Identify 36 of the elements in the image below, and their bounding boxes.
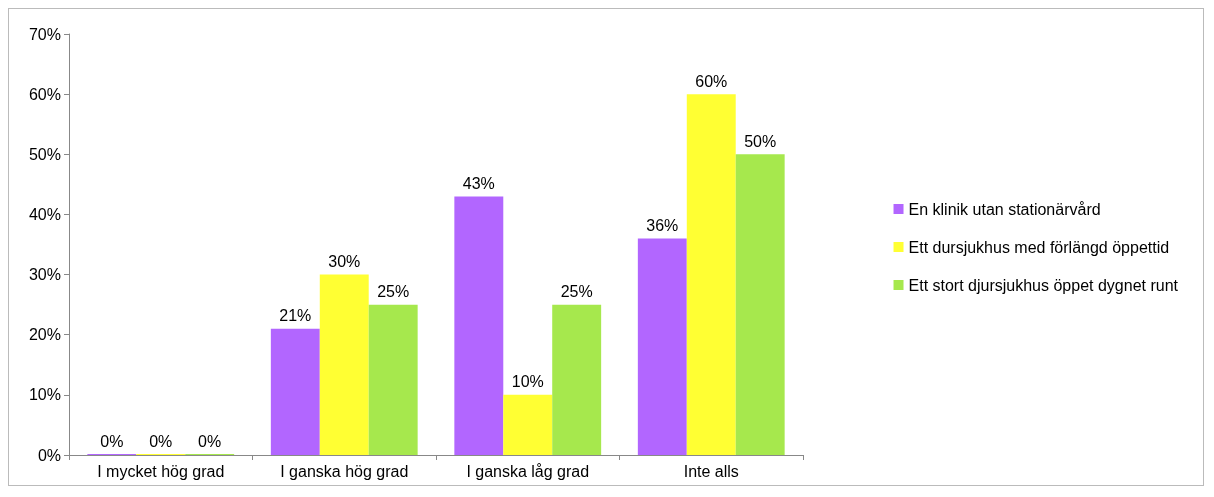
legend-label: En klinik utan stationärvård (908, 200, 1101, 218)
x-tick-label: I mycket hög grad (97, 462, 225, 480)
bar (270, 328, 320, 455)
x-tick-label: Inte alls (683, 462, 739, 480)
y-tick-label: 40% (28, 205, 61, 223)
bar (686, 94, 736, 455)
bar (319, 274, 369, 455)
data-label: 0% (100, 432, 124, 450)
data-label: 50% (744, 132, 777, 150)
bar (503, 394, 553, 455)
data-label: 10% (511, 373, 544, 391)
data-label: 60% (695, 72, 728, 90)
legend-label: Ett stort djursjukhus öppet dygnet runt (908, 276, 1179, 294)
x-tick-label: I ganska låg grad (466, 462, 590, 480)
data-label: 0% (149, 432, 173, 450)
y-tick-label: 0% (37, 446, 61, 464)
legend-label: Ett dursjukhus med förlängd öppettid (908, 238, 1170, 256)
bar (368, 304, 418, 455)
y-tick-label: 30% (28, 266, 61, 284)
bar (735, 154, 785, 455)
y-tick-label: 60% (28, 85, 61, 103)
bar (552, 304, 602, 455)
data-label: 0% (198, 432, 222, 450)
data-label: 43% (462, 174, 495, 192)
y-tick-label: 20% (28, 326, 61, 344)
x-tick-label: I ganska hög grad (280, 462, 409, 480)
y-tick-label: 50% (28, 145, 61, 163)
y-tick-label: 10% (28, 386, 61, 404)
data-label: 30% (328, 253, 361, 271)
data-label: 21% (279, 307, 312, 325)
y-tick-label: 70% (28, 25, 61, 43)
data-label: 36% (646, 216, 679, 234)
data-label: 25% (560, 283, 593, 301)
data-label: 25% (377, 283, 410, 301)
bar (454, 196, 504, 455)
bar (637, 238, 687, 455)
